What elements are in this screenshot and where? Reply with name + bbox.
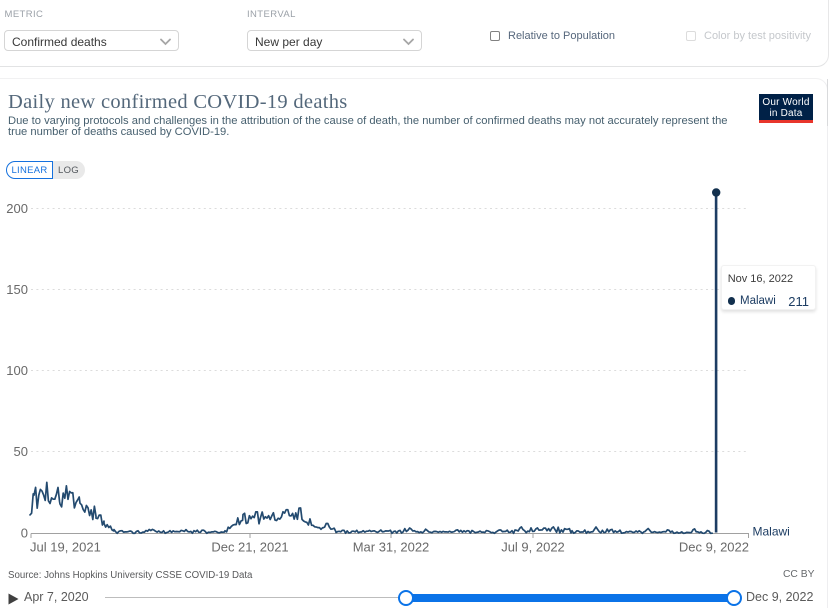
svg-text:Mar 31, 2022: Mar 31, 2022 (353, 540, 430, 555)
svg-text:Jul 9, 2022: Jul 9, 2022 (501, 540, 565, 555)
svg-text:Malawi: Malawi (753, 525, 790, 539)
svg-text:50: 50 (14, 444, 28, 459)
svg-text:Dec 21, 2021: Dec 21, 2021 (211, 540, 288, 555)
svg-text:Jul 19, 2021: Jul 19, 2021 (30, 540, 101, 555)
svg-text:150: 150 (6, 282, 28, 297)
svg-text:0: 0 (21, 526, 28, 541)
svg-text:100: 100 (6, 363, 28, 378)
svg-text:Dec 9, 2022: Dec 9, 2022 (679, 540, 749, 555)
svg-text:200: 200 (6, 201, 28, 216)
